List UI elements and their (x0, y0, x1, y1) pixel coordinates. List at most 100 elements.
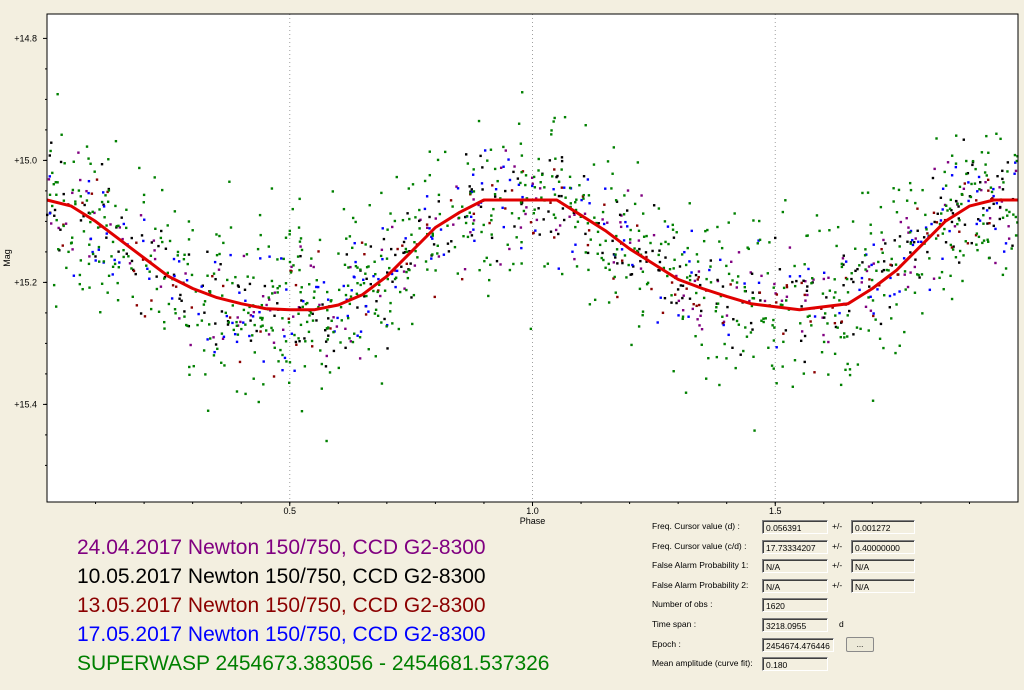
data-point (364, 313, 368, 316)
data-point (994, 227, 997, 231)
data-point (856, 363, 860, 366)
data-point (288, 229, 292, 233)
data-point (988, 217, 992, 220)
span-label: Time span : (652, 618, 697, 629)
data-point (409, 262, 412, 265)
data-point (491, 184, 494, 187)
data-point (456, 187, 460, 190)
freq-cd-error-field[interactable]: 0.40000000 (851, 539, 915, 554)
data-point (289, 271, 293, 274)
data-point (977, 235, 981, 239)
data-point (62, 224, 65, 228)
data-point (148, 277, 151, 280)
span-field[interactable]: 3218.0955 (762, 617, 828, 632)
data-point (746, 246, 749, 249)
fap1-field[interactable]: N/A (762, 559, 828, 574)
data-point (921, 312, 924, 315)
data-point (719, 258, 722, 262)
data-point (749, 321, 753, 325)
data-point (67, 250, 70, 254)
data-point (975, 243, 978, 246)
data-point (854, 247, 857, 250)
nobs-field[interactable]: 1620 (762, 598, 828, 613)
data-point (803, 360, 806, 364)
data-point (368, 204, 371, 207)
data-point (276, 286, 279, 290)
data-point (547, 210, 550, 213)
data-point (684, 391, 688, 394)
data-point (835, 244, 838, 248)
data-point (425, 195, 429, 198)
data-point (716, 278, 719, 282)
data-point (382, 237, 386, 241)
data-point (975, 222, 978, 226)
data-point (261, 316, 264, 320)
data-point (232, 328, 236, 332)
data-point (221, 284, 225, 288)
data-point (949, 198, 952, 202)
data-point (970, 182, 973, 186)
data-point (806, 293, 809, 297)
data-point (187, 238, 191, 241)
data-point (950, 246, 954, 249)
data-point (995, 132, 998, 135)
data-point (510, 212, 514, 215)
data-point (220, 361, 223, 364)
data-point (74, 202, 77, 206)
amp-field[interactable]: 0.180 (762, 657, 828, 672)
data-point (793, 284, 797, 288)
data-point (800, 305, 803, 308)
data-point (696, 260, 700, 263)
data-point (53, 208, 57, 212)
fap2-field[interactable]: N/A (762, 578, 828, 593)
data-point (245, 253, 249, 256)
data-point (871, 299, 875, 302)
data-point (71, 191, 74, 195)
data-point (502, 145, 505, 149)
data-point (313, 290, 316, 293)
data-point (908, 231, 912, 234)
data-point (464, 221, 468, 225)
freq-d-field[interactable]: 0.056391 (762, 520, 828, 534)
data-point (188, 365, 191, 369)
data-point (142, 201, 145, 204)
data-point (291, 207, 294, 211)
data-point (178, 317, 181, 320)
freq-d-error-field[interactable]: 0.001272 (851, 520, 915, 534)
data-point (320, 387, 323, 390)
data-point (639, 259, 642, 263)
fap1-error-field[interactable]: N/A (851, 559, 915, 574)
data-point (163, 275, 167, 279)
data-point (909, 251, 912, 254)
data-point (344, 327, 347, 331)
data-point (524, 212, 527, 216)
data-point (688, 202, 691, 205)
data-point (895, 303, 898, 306)
epoch-browse-button[interactable]: ... (846, 636, 874, 652)
fap2-error-field[interactable]: N/A (851, 578, 915, 593)
data-point (253, 351, 256, 354)
data-point (493, 167, 497, 171)
data-point (220, 332, 224, 335)
data-point (784, 329, 788, 332)
data-point (664, 240, 667, 244)
data-point (560, 156, 564, 159)
data-point (834, 291, 837, 294)
freq-cd-field[interactable]: 17.73334207 (762, 539, 828, 554)
epoch-field[interactable]: 2454674.476446 (762, 637, 834, 652)
data-point (227, 321, 231, 324)
data-point (267, 298, 271, 301)
data-point (809, 320, 812, 323)
data-point (109, 223, 112, 226)
data-point (839, 335, 842, 339)
data-point (492, 207, 495, 211)
data-point (773, 326, 776, 329)
data-point (150, 299, 153, 302)
data-point (942, 287, 945, 291)
data-point (1001, 169, 1004, 173)
data-point (987, 240, 990, 243)
data-point (508, 247, 511, 251)
data-point (909, 242, 912, 245)
data-point (519, 226, 523, 229)
data-point (872, 262, 875, 265)
